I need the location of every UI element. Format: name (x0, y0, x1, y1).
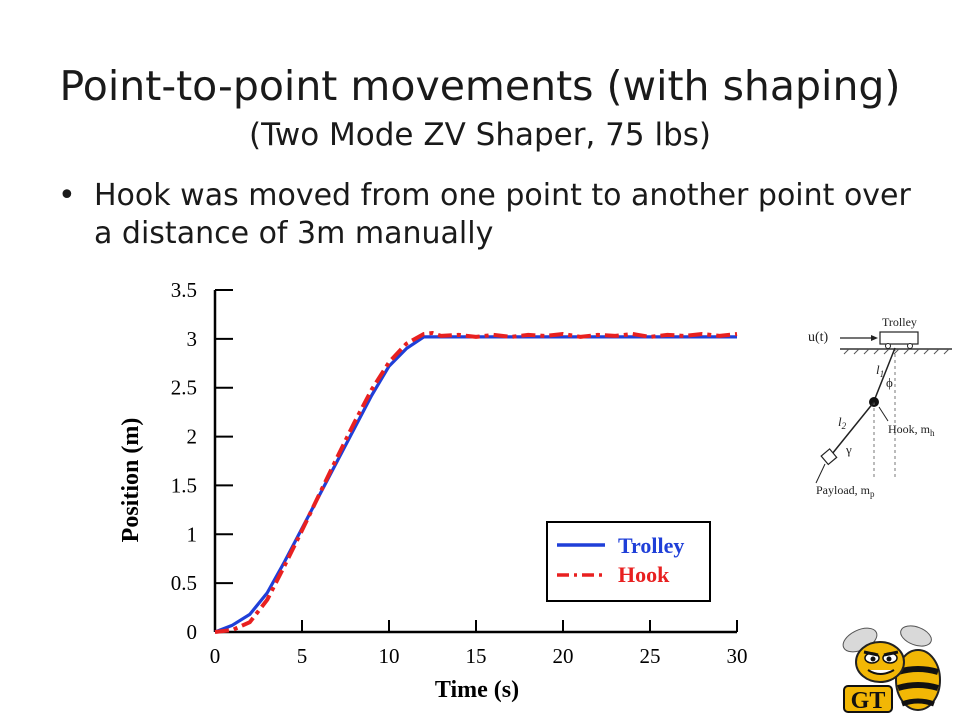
x-tick-label: 20 (553, 644, 574, 668)
chart-ticks: 0 5 10 15 20 25 30 0 0.5 1 1.5 2 2.5 3 3.5 (171, 278, 748, 668)
bee-body-icon (895, 649, 941, 711)
hook-label: Hook, mh (888, 422, 935, 438)
x-tick-label: 5 (297, 644, 308, 668)
bee-head-icon (855, 641, 905, 683)
y-tick-label: 1.5 (171, 473, 197, 497)
y-tick-label: 1 (187, 522, 198, 546)
series-line-hook (214, 331, 738, 634)
legend-label-hook: Hook (618, 562, 670, 587)
x-tick-label: 30 (727, 644, 748, 668)
slide-subtitle: (Two Mode ZV Shaper, 75 lbs) (248, 117, 712, 153)
input-label: u(t) (808, 330, 829, 345)
slide-title: Point-to-point movements (with shaping) (59, 62, 901, 110)
y-tick-label: 3 (187, 327, 198, 351)
x-tick-label: 25 (640, 644, 661, 668)
y-tick-label: 0.5 (171, 571, 197, 595)
chart-series (214, 331, 738, 634)
wing-icon (900, 625, 932, 647)
crane-diagram: Trolley u(t) l1 ϕ Hook, mh l2 γ Payload,… (808, 315, 952, 499)
trolley-wheel-icon (885, 343, 891, 349)
payload-arrow-icon (815, 463, 826, 484)
input-arrowhead-icon (871, 335, 878, 341)
yellow-jacket-logo: GT (842, 625, 941, 714)
upper-cable (873, 347, 896, 402)
y-axis-label: Position (m) (118, 418, 144, 543)
trolley-label: Trolley (882, 315, 917, 329)
chart-legend: Trolley Hook (546, 521, 711, 602)
x-axis-label: Time (s) (435, 677, 519, 703)
y-tick-label: 2.5 (171, 376, 197, 400)
y-tick-label: 3.5 (171, 278, 197, 302)
bullet-text: Hook was moved from one point to another… (94, 178, 911, 251)
x-tick-label: 10 (379, 644, 400, 668)
series-line-trolley (214, 335, 737, 634)
rail-hatching-icon (843, 348, 950, 355)
l2-label: l2 (838, 414, 847, 431)
hook-arrow-icon (878, 406, 889, 422)
x-tick-label: 15 (466, 644, 487, 668)
legend-label-trolley: Trolley (618, 533, 684, 558)
legend-box (546, 521, 711, 602)
lower-cable (831, 401, 875, 455)
y-tick-label: 2 (187, 425, 198, 449)
payload-label: Payload, mp (816, 483, 875, 499)
x-tick-label: 0 (210, 644, 221, 668)
position-chart: 0 5 10 15 20 25 30 0 0.5 1 1.5 2 2.5 3 3.5 Time (s) Po… (118, 278, 748, 703)
gamma-label: γ (845, 442, 852, 457)
trolley-wheel-icon (907, 343, 913, 349)
trolley-box-icon (879, 331, 919, 345)
l1-label: l1 (876, 362, 884, 379)
y-tick-label: 0 (187, 620, 198, 644)
logo-gt-text: GT (851, 688, 886, 714)
payload-box-icon (820, 448, 838, 466)
phi-label: ϕ (886, 375, 893, 390)
bullet-dot-icon: • (58, 178, 76, 213)
